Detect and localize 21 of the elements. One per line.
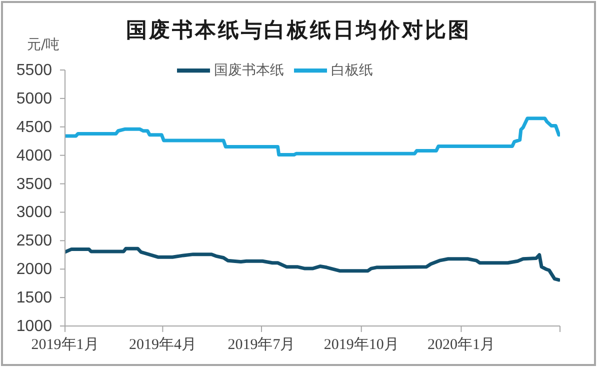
x-tick-label: 2019年7月 — [228, 336, 296, 353]
y-tick-label: 4500 — [16, 118, 52, 136]
x-tick-label: 2019年10月 — [324, 336, 399, 353]
x-tick-label: 2019年1月 — [31, 336, 99, 353]
y-axis-title: 元/吨 — [27, 36, 60, 54]
y-tick-label: 2000 — [16, 261, 52, 278]
chart-title: 国废书本纸与白板纸日均价对比图 — [126, 17, 471, 42]
x-tick-label: 2020年1月 — [427, 336, 495, 353]
y-tick-label: 5500 — [16, 62, 52, 79]
line-series — [65, 116, 560, 157]
legend-label: 国废书本纸 — [214, 62, 284, 78]
y-tick-label: 1000 — [16, 318, 52, 335]
y-tick-label: 1500 — [16, 290, 52, 307]
y-tick-label: 5000 — [16, 90, 52, 108]
line-series — [65, 246, 560, 282]
x-tick-label: 2019年4月 — [128, 336, 196, 353]
legend-label: 白板纸 — [331, 62, 373, 78]
y-tick-label: 4000 — [16, 147, 52, 164]
y-tick-label: 3000 — [16, 204, 52, 222]
y-tick-label: 3500 — [16, 176, 52, 193]
y-tick-label: 2500 — [16, 232, 52, 250]
